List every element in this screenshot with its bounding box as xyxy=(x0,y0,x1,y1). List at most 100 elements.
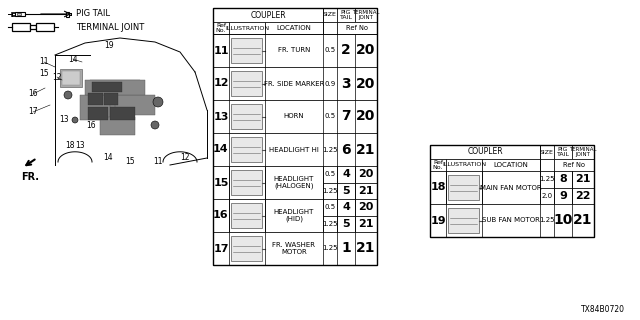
Bar xyxy=(446,171,482,204)
Bar xyxy=(337,8,355,22)
Bar xyxy=(554,145,572,159)
Bar xyxy=(17,13,21,15)
Text: PIG
TAIL: PIG TAIL xyxy=(557,147,570,157)
Bar xyxy=(213,8,377,265)
Bar xyxy=(355,199,377,215)
Text: 20: 20 xyxy=(356,76,376,91)
Text: 16: 16 xyxy=(86,122,96,131)
Text: 11: 11 xyxy=(39,58,49,67)
Text: 18: 18 xyxy=(65,141,75,150)
Text: SUB FAN MOTOR: SUB FAN MOTOR xyxy=(482,218,540,223)
Text: 19: 19 xyxy=(104,41,114,50)
Bar xyxy=(110,107,135,120)
Bar xyxy=(430,159,446,171)
Bar xyxy=(90,80,140,110)
Bar xyxy=(355,166,377,182)
Bar xyxy=(323,215,337,232)
Bar xyxy=(115,95,155,115)
Text: 7: 7 xyxy=(341,109,351,124)
Bar xyxy=(213,232,377,265)
Bar xyxy=(265,199,323,232)
Bar xyxy=(213,100,377,133)
Text: FR. WASHER
MOTOR: FR. WASHER MOTOR xyxy=(273,242,316,255)
Text: 15: 15 xyxy=(125,157,135,166)
Text: 13: 13 xyxy=(213,111,228,122)
Text: 2: 2 xyxy=(341,44,351,58)
Text: LOCATION: LOCATION xyxy=(276,25,312,31)
Text: TX84B0720: TX84B0720 xyxy=(581,305,625,314)
Text: MAIN FAN MOTOR: MAIN FAN MOTOR xyxy=(480,185,542,190)
Text: 15: 15 xyxy=(39,68,49,77)
Text: PIG TAIL: PIG TAIL xyxy=(76,10,110,19)
Bar xyxy=(540,159,554,171)
Bar xyxy=(355,215,377,232)
Text: 21: 21 xyxy=(356,242,376,255)
Text: PIG
TAIL: PIG TAIL xyxy=(339,10,353,20)
Text: 21: 21 xyxy=(358,186,374,196)
Bar xyxy=(355,182,377,199)
Text: 8: 8 xyxy=(559,174,567,184)
Bar xyxy=(482,159,540,171)
Text: Ref
No.: Ref No. xyxy=(216,23,227,33)
Bar xyxy=(85,80,145,95)
Bar xyxy=(554,159,594,171)
Bar xyxy=(213,22,229,34)
Bar xyxy=(430,145,540,159)
Bar xyxy=(231,104,262,129)
Bar xyxy=(231,38,262,63)
Text: 1.25: 1.25 xyxy=(323,221,338,227)
Text: 1.25: 1.25 xyxy=(540,176,555,182)
Bar xyxy=(229,166,265,199)
Bar xyxy=(337,166,355,182)
Text: LOCATION: LOCATION xyxy=(493,162,529,168)
Bar xyxy=(323,199,337,215)
Text: 19: 19 xyxy=(430,215,446,226)
Text: TERMINAL JOINT: TERMINAL JOINT xyxy=(76,22,144,31)
Text: 14: 14 xyxy=(68,54,78,63)
Text: 0.5: 0.5 xyxy=(324,47,335,53)
Bar xyxy=(229,199,265,232)
Text: COUPLER: COUPLER xyxy=(250,11,286,20)
Text: 12: 12 xyxy=(213,78,228,89)
Bar xyxy=(30,25,36,29)
Bar xyxy=(540,145,554,159)
Bar xyxy=(229,22,265,34)
Text: 0.5: 0.5 xyxy=(324,171,335,177)
Bar xyxy=(337,22,377,34)
Text: HORN: HORN xyxy=(284,114,304,119)
Bar xyxy=(265,166,323,199)
Text: SIZE: SIZE xyxy=(323,12,337,18)
Bar xyxy=(100,117,135,135)
Text: 3: 3 xyxy=(341,76,351,91)
Text: SIZE: SIZE xyxy=(540,149,554,155)
Text: 0.9: 0.9 xyxy=(324,81,335,86)
Bar xyxy=(448,175,479,200)
Text: FR.: FR. xyxy=(21,172,39,182)
Circle shape xyxy=(72,117,78,123)
Text: ILLUSTRATION: ILLUSTRATION xyxy=(442,163,486,167)
Bar xyxy=(12,23,30,31)
Bar xyxy=(323,8,337,22)
Bar xyxy=(323,22,337,34)
Text: 13: 13 xyxy=(75,140,85,149)
Bar xyxy=(213,199,229,232)
Text: FR. TURN: FR. TURN xyxy=(278,47,310,53)
Bar xyxy=(323,166,337,182)
Text: HEADLIGHT
(HALOGEN): HEADLIGHT (HALOGEN) xyxy=(274,176,314,189)
Bar xyxy=(213,166,229,199)
Text: 4: 4 xyxy=(342,169,350,179)
Text: 15: 15 xyxy=(213,178,228,188)
Text: 11: 11 xyxy=(213,45,228,55)
Bar xyxy=(104,93,118,105)
Text: ILLUSTRATION: ILLUSTRATION xyxy=(225,26,269,30)
Bar xyxy=(36,23,54,31)
Text: 20: 20 xyxy=(358,169,374,179)
Bar xyxy=(337,199,355,215)
Text: 1.25: 1.25 xyxy=(323,147,338,153)
Bar xyxy=(323,182,337,199)
Bar xyxy=(66,12,69,17)
Bar xyxy=(572,171,594,188)
Text: 1: 1 xyxy=(341,242,351,255)
Text: 5: 5 xyxy=(342,186,350,196)
Text: 17: 17 xyxy=(213,244,228,253)
